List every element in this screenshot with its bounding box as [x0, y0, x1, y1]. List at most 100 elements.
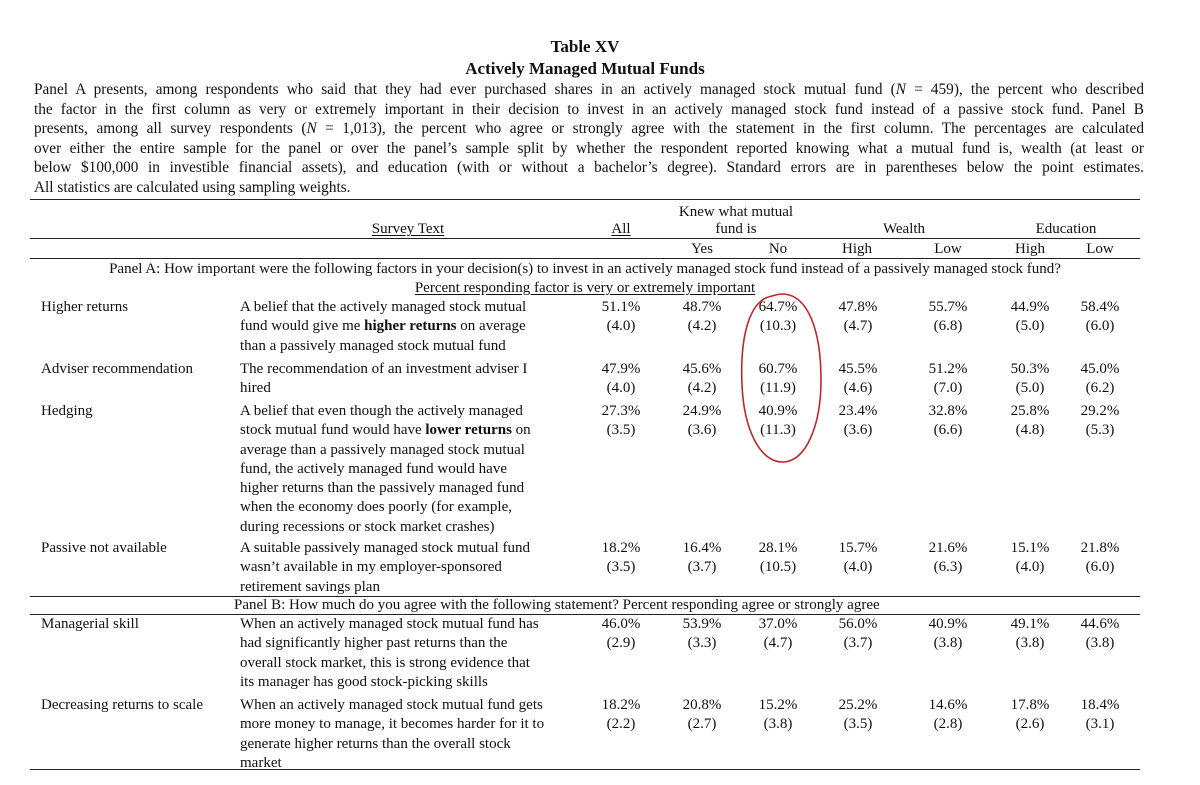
value-edu-low: 29.2% [1080, 403, 1120, 419]
text-segment: A suitable passively managed stock mutua… [240, 540, 530, 556]
stderr-knew-yes: (3.6) [687, 422, 717, 438]
survey-text-line: stock mutual fund would have lower retur… [240, 421, 531, 440]
row-factor-label: Hedging [41, 403, 93, 419]
value-knew-yes: 48.7% [682, 299, 722, 315]
value-edu-low: 45.0% [1080, 361, 1120, 377]
value-edu-high: 17.8% [1010, 697, 1050, 713]
survey-text-line: retirement savings plan [240, 578, 530, 597]
stderr-knew-no: (4.7) [763, 635, 793, 651]
value-knew-yes: 16.4% [682, 540, 722, 556]
stderr-knew-no: (11.9) [760, 380, 796, 396]
row-factor-label: Decreasing returns to scale [41, 697, 204, 713]
value-edu-high: 49.1% [1010, 616, 1050, 632]
row-survey-text: A suitable passively managed stock mutua… [240, 539, 530, 597]
text-segment: The recommendation of an investment advi… [240, 361, 528, 377]
stderr-knew-no: (10.3) [759, 318, 797, 334]
stderr-knew-no: (10.5) [759, 559, 797, 575]
header-education: Education [1035, 221, 1097, 237]
row-factor-label: Adviser recommendation [41, 361, 194, 377]
value-knew-yes: 24.9% [682, 403, 722, 419]
stderr-edu-high: (5.0) [1015, 318, 1045, 334]
value-edu-high: 15.1% [1010, 540, 1050, 556]
value-knew-no: 37.0% [758, 616, 798, 632]
survey-text-line: A belief that the actively managed stock… [240, 298, 526, 317]
survey-text-line: The recommendation of an investment advi… [240, 360, 527, 379]
text-segment: When an actively managed stock mutual fu… [240, 697, 543, 713]
header-wealth-low: Low [934, 241, 962, 257]
table-title: Actively Managed Mutual Funds [465, 59, 705, 78]
text-segment: stock mutual fund would have [240, 422, 426, 439]
stderr-edu-low: (3.8) [1085, 635, 1115, 651]
survey-text-line: A belief that even though the actively m… [240, 402, 531, 421]
caption-line: below $100,000 in investible financial a… [34, 159, 1144, 177]
text-segment: when the economy does poorly (for exampl… [240, 499, 512, 516]
stderr-knew-no: (11.3) [760, 422, 796, 438]
stderr-knew-no: (3.8) [763, 716, 793, 732]
text-segment: A belief that the actively managed stock… [240, 299, 527, 315]
row-survey-text: When an actively managed stock mutual fu… [240, 696, 544, 773]
text-segment: wasn’t available in my employer-sponsore… [240, 559, 502, 576]
value-wealth-low: 21.6% [928, 540, 968, 556]
stderr-all: (3.5) [606, 422, 636, 438]
panel-b-title: Panel B: How much do you agree with the … [234, 597, 880, 613]
stderr-knew-yes: (2.7) [687, 716, 717, 732]
value-edu-low: 58.4% [1080, 299, 1120, 315]
stderr-wealth-low: (6.3) [933, 559, 963, 575]
survey-text-line: wasn’t available in my employer-sponsore… [240, 558, 530, 577]
stderr-edu-low: (6.2) [1085, 380, 1115, 396]
text-segment: its manager has good stock-picking skill… [240, 673, 488, 690]
stderr-wealth-low: (6.6) [933, 422, 963, 438]
value-knew-no: 40.9% [758, 403, 798, 419]
value-wealth-low: 40.9% [928, 616, 968, 632]
text-segment: fund, the actively managed fund would ha… [240, 460, 507, 477]
text-segment: fund would give me [240, 318, 365, 335]
row-factor-label: Managerial skill [41, 616, 139, 632]
stderr-wealth-low: (3.8) [933, 635, 963, 651]
header-knew-line2: fund is [715, 221, 757, 237]
survey-text-line: higher returns than the passively manage… [240, 479, 531, 498]
stderr-wealth-low: (6.8) [933, 318, 963, 334]
survey-text-line: fund would give me higher returns on ave… [240, 317, 526, 336]
survey-text-line: generate higher returns than the overall… [240, 735, 544, 754]
table-top-rule [30, 199, 1140, 201]
value-all: 51.1% [601, 299, 641, 315]
text-segment: than a passively managed stock mutual fu… [240, 337, 506, 354]
text-segment: When an actively managed stock mutual fu… [240, 616, 539, 632]
header-bottom-rule [30, 258, 1140, 259]
header-edu-low: Low [1086, 241, 1114, 257]
panel-b-title-rule [30, 614, 1140, 615]
text-segment: higher returns than the passively manage… [240, 480, 525, 497]
value-wealth-high: 23.4% [838, 403, 878, 419]
value-knew-yes: 53.9% [682, 616, 722, 632]
stderr-wealth-low: (7.0) [933, 380, 963, 396]
stderr-all: (3.5) [606, 559, 636, 575]
value-knew-no: 28.1% [758, 540, 798, 556]
value-wealth-high: 25.2% [838, 697, 878, 713]
value-knew-no: 64.7% [758, 299, 798, 315]
survey-text-line: fund, the actively managed fund would ha… [240, 460, 531, 479]
caption-line: the factor in the first column as very o… [34, 100, 1144, 118]
emphasis-text: lower returns [425, 422, 512, 439]
stderr-wealth-high: (4.7) [843, 318, 873, 334]
stderr-edu-high: (4.8) [1015, 422, 1045, 438]
stderr-wealth-low: (2.8) [933, 716, 963, 732]
survey-text-line: When an actively managed stock mutual fu… [240, 696, 544, 715]
stderr-edu-high: (5.0) [1015, 380, 1045, 396]
text-segment: generate higher returns than the overall… [240, 735, 511, 752]
stderr-knew-yes: (4.2) [687, 380, 717, 396]
text-segment: had significantly higher past returns th… [240, 635, 508, 652]
header-no: No [768, 241, 788, 257]
panel-a-subtitle: Percent responding factor is very or ext… [414, 280, 756, 296]
table-number: Table XV [550, 37, 620, 56]
stderr-knew-yes: (3.7) [687, 559, 717, 575]
table-bottom-rule [30, 769, 1140, 771]
value-wealth-low: 51.2% [928, 361, 968, 377]
survey-text-line: average than a passively managed stock m… [240, 441, 531, 460]
survey-text-line: A suitable passively managed stock mutua… [240, 539, 530, 558]
stderr-wealth-high: (4.6) [843, 380, 873, 396]
header-all: All [611, 221, 631, 237]
value-all: 46.0% [601, 616, 641, 632]
value-edu-low: 21.8% [1080, 540, 1120, 556]
header-wealth: Wealth [882, 221, 926, 237]
header-survey-text: Survey Text [371, 221, 445, 237]
